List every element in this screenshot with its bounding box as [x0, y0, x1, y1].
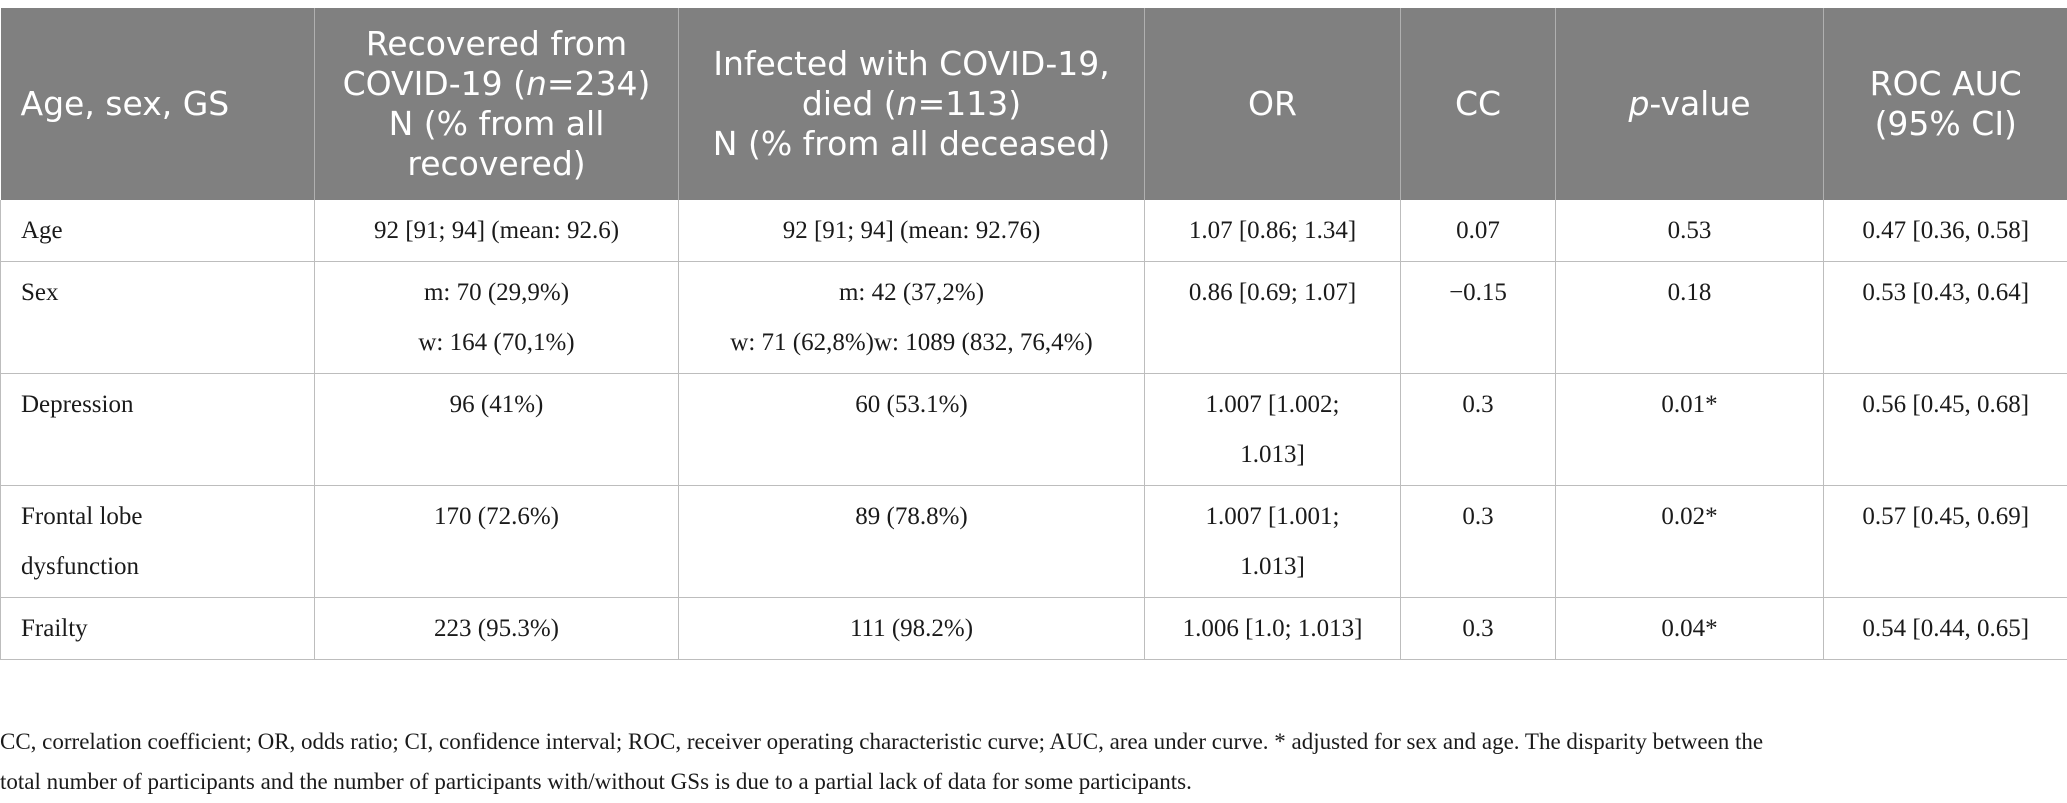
- cell-label: Age: [0, 200, 315, 262]
- cell-label: Frailty: [0, 597, 315, 660]
- cell-or: 1.07 [0.86; 1.34]: [1144, 200, 1401, 262]
- cell-recovered: 96 (41%): [314, 373, 679, 486]
- cell-roc: 0.57 [0.45, 0.69]: [1823, 485, 2067, 598]
- cell-recovered: 170 (72.6%): [314, 485, 679, 598]
- results-table: Age, sex, GS Recovered from COVID-19 (n=…: [0, 8, 2067, 660]
- cell-or: 0.86 [0.69; 1.07]: [1144, 261, 1401, 374]
- cell-cc: 0.3: [1400, 373, 1556, 486]
- results-table-container: Age, sex, GS Recovered from COVID-19 (n=…: [0, 8, 2067, 660]
- cell-roc: 0.56 [0.45, 0.68]: [1823, 373, 2067, 486]
- header-or: OR: [1144, 8, 1401, 200]
- table-footnote: CC, correlation coefficient; OR, odds ra…: [0, 722, 2067, 802]
- header-p-value: p-value: [1555, 8, 1824, 200]
- cell-recovered: m: 70 (29,9%) w: 164 (70,1%): [314, 261, 679, 374]
- cell-p-value: 0.18: [1555, 261, 1824, 374]
- header-died: Infected with COVID-19, died (n=113) N (…: [678, 8, 1145, 200]
- cell-roc: 0.47 [0.36, 0.58]: [1823, 200, 2067, 262]
- cell-died: 89 (78.8%): [678, 485, 1145, 598]
- cell-or: 1.007 [1.001; 1.013]: [1144, 485, 1401, 598]
- footnote-line: total number of participants and the num…: [0, 769, 1192, 794]
- header-row: Age, sex, GS Recovered from COVID-19 (n=…: [0, 8, 2067, 200]
- header-cc: CC: [1400, 8, 1556, 200]
- table-row-age: Age 92 [91; 94] (mean: 92.6) 92 [91; 94]…: [0, 200, 2067, 262]
- cell-recovered: 92 [91; 94] (mean: 92.6): [314, 200, 679, 262]
- cell-recovered: 223 (95.3%): [314, 597, 679, 660]
- cell-or: 1.006 [1.0; 1.013]: [1144, 597, 1401, 660]
- cell-cc: 0.3: [1400, 597, 1556, 660]
- cell-or: 1.007 [1.002; 1.013]: [1144, 373, 1401, 486]
- header-age-sex-gs: Age, sex, GS: [0, 8, 315, 200]
- cell-roc: 0.54 [0.44, 0.65]: [1823, 597, 2067, 660]
- cell-died: 111 (98.2%): [678, 597, 1145, 660]
- cell-cc: −0.15: [1400, 261, 1556, 374]
- footnote-line: CC, correlation coefficient; OR, odds ra…: [0, 729, 1764, 754]
- table-row-depression: Depression 96 (41%) 60 (53.1%) 1.007 [1.…: [0, 373, 2067, 486]
- cell-label: Depression: [0, 373, 315, 486]
- cell-cc: 0.3: [1400, 485, 1556, 598]
- cell-label: Sex: [0, 261, 315, 374]
- cell-died: 92 [91; 94] (mean: 92.76): [678, 200, 1145, 262]
- cell-died: 60 (53.1%): [678, 373, 1145, 486]
- table-row-sex: Sex m: 70 (29,9%) w: 164 (70,1%) m: 42 (3…: [0, 261, 2067, 374]
- cell-p-value: 0.04*: [1555, 597, 1824, 660]
- table-row-frontal-lobe: Frontal lobe dysfunction 170 (72.6%) 89 (…: [0, 485, 2067, 598]
- cell-p-value: 0.02*: [1555, 485, 1824, 598]
- cell-p-value: 0.53: [1555, 200, 1824, 262]
- header-recovered: Recovered from COVID-19 (n=234) N (% fro…: [314, 8, 679, 200]
- cell-died: m: 42 (37,2%) w: 71 (62,8%)w: 1089 (832, …: [678, 261, 1145, 374]
- table-row-frailty: Frailty 223 (95.3%) 111 (98.2%) 1.006 [1…: [0, 597, 2067, 660]
- cell-cc: 0.07: [1400, 200, 1556, 262]
- cell-roc: 0.53 [0.43, 0.64]: [1823, 261, 2067, 374]
- header-roc-auc: ROC AUC (95% CI): [1823, 8, 2067, 200]
- cell-p-value: 0.01*: [1555, 373, 1824, 486]
- cell-label: Frontal lobe dysfunction: [0, 485, 315, 598]
